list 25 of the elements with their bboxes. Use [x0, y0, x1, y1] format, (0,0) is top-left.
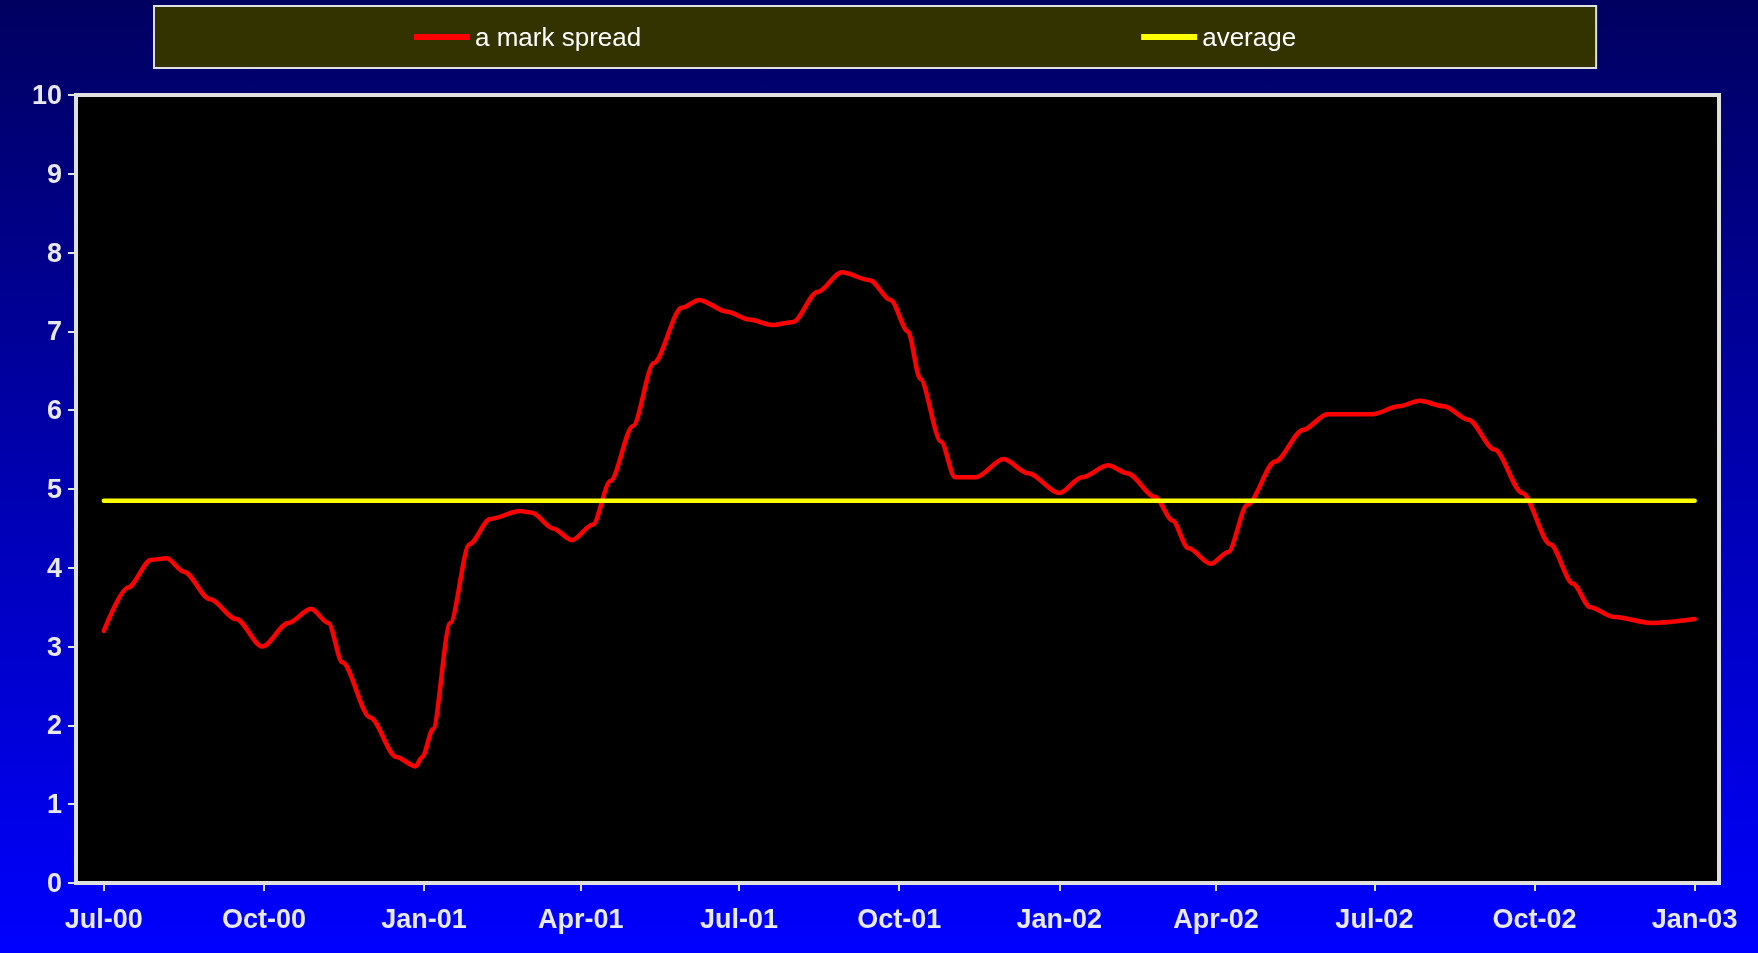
- y-tick-label: 9: [46, 158, 62, 189]
- x-tick-label: Jan-02: [1016, 903, 1103, 934]
- x-tick-label: Jan-03: [1651, 903, 1738, 934]
- x-tick-label: Oct-00: [221, 903, 306, 934]
- y-tick-label: 8: [46, 237, 62, 268]
- y-tick-label: 6: [46, 395, 62, 426]
- x-tick-label: Jul-01: [700, 903, 779, 934]
- legend-label: average: [1202, 22, 1297, 52]
- line-series: [101, 270, 1697, 769]
- y-tick-label: 10: [31, 80, 62, 110]
- x-tick-label: Jul-00: [64, 903, 143, 934]
- x-tick-label: Oct-02: [1492, 903, 1577, 934]
- x-tick-label: Apr-01: [537, 903, 624, 934]
- y-tick-label: 2: [46, 710, 62, 741]
- y-tick-label: 4: [46, 552, 62, 583]
- y-tick-label: 7: [46, 316, 62, 347]
- y-tick-label: 0: [46, 868, 62, 898]
- y-tick-label: 1: [46, 789, 62, 820]
- x-tick-label: Oct-01: [857, 903, 942, 934]
- y-tick-label: 5: [46, 474, 62, 504]
- x-tick-label: Jan-01: [381, 903, 467, 934]
- x-tick-label: Jul-02: [1335, 903, 1414, 934]
- y-tick-label: 3: [46, 631, 62, 662]
- x-tick-label: Apr-02: [1173, 903, 1259, 934]
- legend-label: a mark spread: [475, 22, 642, 52]
